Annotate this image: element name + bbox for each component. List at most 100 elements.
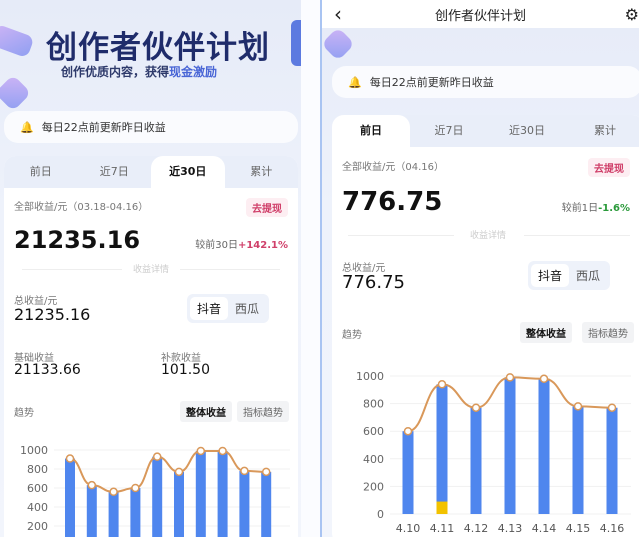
trend-chart-7d: 0 200 400 600 800 1000 4.10 4.11 4.12 4.13 4.14 4.1…: [356, 370, 631, 535]
trend-point: [403, 426, 413, 436]
trend-chart-30d: 200 400 600 800 1000: [20, 444, 290, 537]
sum-value: 776.75: [342, 272, 405, 293]
compare-text: 较前30日+142.1%: [195, 240, 288, 251]
detail-divider: 收益详情: [132, 265, 169, 275]
bar: [606, 407, 618, 514]
tab-prev-day[interactable]: 前日: [332, 115, 410, 147]
update-notice: 🔔 每日22点前更新昨日收益: [4, 111, 298, 143]
platform-douyin[interactable]: 抖音: [190, 297, 229, 320]
platform-switch: 抖音 西瓜: [187, 294, 270, 323]
overall-earnings-button[interactable]: 整体收益: [180, 401, 232, 422]
withdraw-button[interactable]: 去提现: [246, 198, 288, 217]
bar: [538, 378, 550, 514]
hero-title: 创作者伙伴计划: [46, 30, 270, 66]
trend-point: [607, 403, 617, 412]
tab-prev-day[interactable]: 前日: [29, 165, 52, 178]
trend-point: [573, 402, 583, 411]
total-label: 全部收益/元（04.16）: [342, 162, 444, 173]
nav-bar: ‹ 创作者伙伴计划 ⚙: [322, 0, 639, 28]
trend-point: [109, 487, 118, 497]
total-value: 776.75: [342, 187, 443, 217]
trend-point: [218, 446, 227, 456]
platform-switch: 抖音 西瓜: [528, 261, 611, 290]
tab-30-days[interactable]: 近30日: [151, 156, 225, 188]
x-tick-label: 4.12: [464, 522, 489, 535]
withdraw-button[interactable]: 去提现: [588, 158, 630, 177]
bonus-label: 补款收益: [161, 353, 201, 364]
bar: [195, 450, 206, 537]
bar: [572, 406, 584, 514]
y-tick-label: 800: [27, 463, 48, 476]
y-tick-label: 600: [27, 482, 48, 495]
bar: [470, 407, 482, 514]
detail-divider: 收益详情: [469, 231, 506, 241]
left-screen: 创作者伙伴计划 创作优质内容，获得现金激励 🔔 每日22点前更新昨日收益 前日 近…: [0, 0, 301, 537]
trend-point: [131, 483, 140, 493]
x-tick-label: 4.13: [498, 522, 523, 535]
trend-point: [65, 454, 75, 463]
back-icon[interactable]: ‹: [334, 2, 342, 26]
platform-xigua[interactable]: 西瓜: [235, 302, 260, 316]
bar: [130, 488, 141, 537]
platform-douyin[interactable]: 抖音: [531, 264, 570, 287]
bar: [261, 471, 272, 537]
period-tabs: 前日 近7日 近30日 累计: [332, 115, 639, 147]
settings-gear-icon[interactable]: ⚙: [624, 4, 639, 24]
sum-label: 总收益/元: [14, 296, 58, 307]
right-screen: ‹ 创作者伙伴计划 ⚙ 🔔 每日22点前更新昨日收益 前日 近7日 近30日 累计…: [320, 0, 639, 537]
bonus-value: 101.50: [161, 362, 210, 378]
tab-7-days[interactable]: 近7日: [99, 165, 129, 178]
tab-7-days[interactable]: 近7日: [434, 124, 464, 137]
bar: [65, 458, 75, 537]
metric-trend-button[interactable]: 指标趋势: [582, 322, 634, 343]
sum-label: 总收益/元: [342, 263, 386, 274]
base-label: 基础收益: [14, 353, 54, 364]
sum-value: 21235.16: [14, 305, 91, 324]
trend-point: [437, 380, 447, 389]
tab-cumulative[interactable]: 累计: [250, 165, 273, 178]
y-tick-label: 200: [363, 480, 384, 493]
tab-cumulative[interactable]: 累计: [594, 124, 616, 137]
total-label: 全部收益/元（03.18-04.16）: [14, 202, 149, 213]
trend-point: [261, 467, 271, 477]
trend-point: [196, 446, 206, 456]
bar: [152, 456, 163, 537]
y-tick-label: 0: [377, 508, 384, 521]
update-notice: 🔔 每日22点前更新昨日收益: [332, 66, 639, 98]
trend-point: [471, 403, 481, 412]
total-value: 21235.16: [14, 226, 141, 254]
star-decor: [322, 27, 355, 61]
platform-xigua[interactable]: 西瓜: [576, 269, 601, 283]
earnings-card: 前日 近7日 近30日 累计 全部收益/元（04.16） 去提现 776.75 …: [332, 115, 639, 537]
x-tick-label: 4.16: [600, 522, 625, 535]
metric-trend-button[interactable]: 指标趋势: [237, 401, 289, 422]
page-title: 创作者伙伴计划: [434, 8, 526, 24]
tab-30-days[interactable]: 近30日: [509, 124, 545, 137]
period-tabs: 前日 近7日 近30日 累计: [4, 156, 298, 188]
y-tick-label: 600: [363, 425, 384, 438]
overall-earnings-button[interactable]: 整体收益: [520, 322, 572, 343]
trend-point: [174, 467, 184, 477]
bar: [239, 470, 250, 537]
trend-label: 趋势: [14, 408, 34, 419]
x-tick-label: 4.15: [566, 522, 591, 535]
earnings-card: 前日 近7日 近30日 累计 全部收益/元（03.18-04.16） 去提现 2…: [4, 156, 298, 537]
bonus-bar-segment: [436, 501, 448, 514]
x-tick-label: 4.10: [396, 522, 421, 535]
trend-label: 趋势: [342, 330, 362, 341]
trend-point: [152, 452, 162, 461]
bar: [86, 485, 97, 537]
trend-point: [240, 466, 249, 476]
trend-line: [69, 449, 267, 493]
x-tick-label: 4.11: [430, 522, 455, 535]
bell-icon: 🔔: [348, 75, 362, 89]
bell-icon: 🔔: [20, 120, 34, 134]
bar: [217, 450, 228, 537]
bar: [436, 384, 448, 514]
y-tick-label: 1000: [20, 444, 48, 457]
trend-point: [87, 480, 97, 490]
bar: [108, 491, 119, 537]
rules-tab[interactable]: [291, 20, 301, 66]
compare-text: 较前1日-1.6%: [561, 203, 630, 214]
y-tick-label: 400: [363, 453, 384, 466]
